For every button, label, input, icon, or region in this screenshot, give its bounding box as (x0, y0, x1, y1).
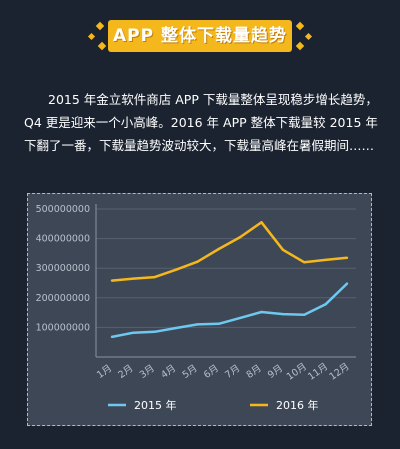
x-tick-label: 11月 (306, 361, 330, 382)
chart-panel: 100000000 200000000 300000000 400000000 5000… (27, 193, 372, 426)
data-point (196, 260, 199, 263)
spark-decoration (304, 32, 313, 41)
data-point (260, 310, 263, 314)
x-tick-label: 2月 (116, 363, 135, 381)
data-point (238, 316, 242, 320)
data-point (281, 248, 285, 252)
x-tick-label: 9月 (266, 363, 285, 381)
data-point (174, 326, 178, 330)
spark-decoration (295, 41, 305, 51)
series-line-1 (111, 282, 348, 339)
legend-label: 2016 年 (276, 398, 319, 412)
line-chart: 100000000 200000000 300000000 400000000 5000… (36, 204, 356, 412)
data-point (345, 282, 349, 285)
spark-decoration (95, 21, 105, 31)
data-point (324, 303, 327, 306)
data-point (196, 323, 199, 326)
data-point (281, 312, 285, 316)
data-point (303, 313, 306, 316)
page-title: APP 整体下载量趋势 (108, 20, 292, 52)
data-point (132, 331, 135, 334)
x-tick-label: 6月 (202, 363, 221, 381)
x-tick-label: 7月 (223, 363, 242, 381)
spark-decoration (295, 21, 305, 31)
data-point (132, 277, 135, 280)
y-tick-label: 100000000 (36, 322, 90, 333)
data-point (153, 330, 156, 334)
data-point (174, 268, 178, 271)
x-tick-label: 1月 (95, 363, 114, 381)
x-tick-label: 4月 (159, 363, 178, 381)
data-point (217, 322, 221, 326)
data-point (238, 235, 242, 239)
y-tick-label: 500000000 (36, 204, 90, 215)
x-tick-label: 5月 (180, 363, 199, 381)
data-point (345, 256, 349, 260)
data-point (303, 261, 306, 264)
data-point (153, 275, 156, 279)
data-point (217, 247, 221, 251)
data-point (110, 279, 114, 282)
data-point (260, 221, 263, 224)
series-line-2 (111, 221, 348, 282)
y-tick-label: 400000000 (36, 234, 90, 245)
spark-decoration (97, 41, 107, 51)
y-tick-label: 200000000 (36, 293, 90, 304)
x-tick-label: 12月 (328, 361, 352, 382)
data-point (324, 258, 327, 262)
y-tick-label: 300000000 (36, 263, 90, 274)
spark-decoration (87, 32, 96, 41)
x-tick-label: 3月 (138, 363, 157, 381)
banner-area: APP 整体下载量趋势 (0, 0, 400, 75)
x-tick-label: 8月 (245, 363, 264, 381)
data-point (110, 335, 114, 339)
x-tick-label: 10月 (285, 361, 309, 382)
intro-paragraph: 2015 年金立软件商店 APP 下载量整体呈现稳步增长趋势，Q4 更是迎来一个… (24, 92, 378, 153)
legend-label: 2015 年 (134, 398, 177, 412)
